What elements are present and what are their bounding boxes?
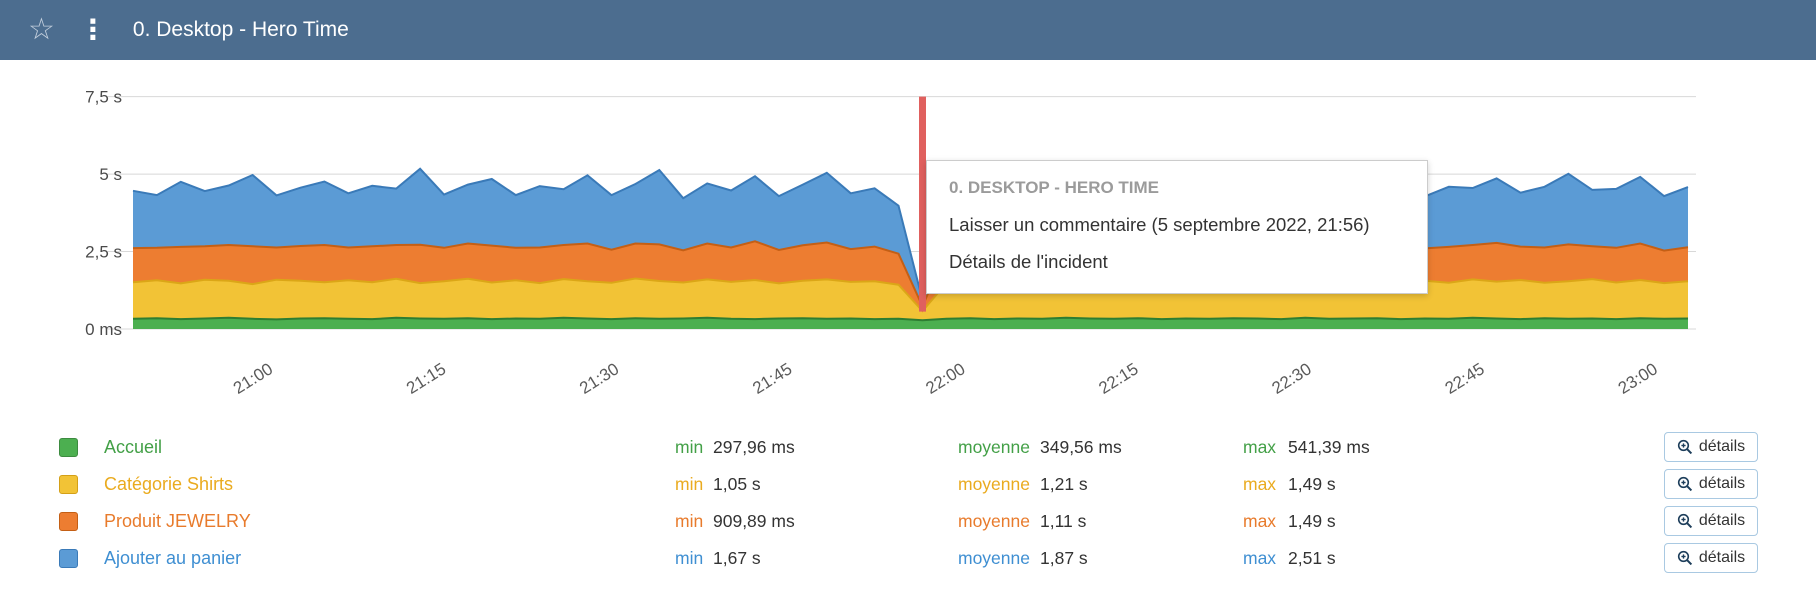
y-axis-label: 2,5 s: [85, 243, 122, 262]
max-value: 1,49 s: [1288, 474, 1336, 494]
max-value: 2,51 s: [1288, 548, 1336, 568]
min-value: 297,96 ms: [713, 437, 795, 457]
avg-label: moyenne: [958, 437, 1030, 457]
series-swatch: [59, 512, 78, 531]
chart-tooltip: 0. DESKTOP - HERO TIME Laisser un commen…: [926, 160, 1428, 294]
widget-title: 0. Desktop - Hero Time: [132, 18, 349, 41]
x-axis-label: 23:00: [1615, 359, 1661, 398]
series-swatch: [59, 549, 78, 568]
incident-marker[interactable]: [919, 96, 926, 312]
min-label: min: [675, 548, 704, 568]
max-label: max: [1243, 474, 1277, 494]
min-value: 1,05 s: [713, 474, 761, 494]
x-axis-label: 21:45: [749, 359, 795, 398]
tooltip-comment-item[interactable]: Laisser un commentaire (5 septembre 2022…: [949, 214, 1370, 235]
details-button[interactable]: détails: [1664, 543, 1758, 573]
zoom-icon: [1677, 439, 1692, 455]
tooltip-title: 0. DESKTOP - HERO TIME: [949, 178, 1160, 197]
series-name: Produit JEWELRY: [104, 511, 251, 531]
chart-canvas[interactable]: 0 ms 2,5 s 5 s 7,5 s 21:00 21:15 21:30 21:45 22:…: [0, 60, 1816, 405]
series-swatch: [59, 438, 78, 457]
max-value: 1,49 s: [1288, 511, 1336, 531]
x-axis-label: 22:30: [1269, 359, 1315, 398]
zoom-icon: [1677, 513, 1692, 529]
details-button-label: détails: [1698, 438, 1746, 455]
series-swatch: [59, 475, 78, 494]
avg-label: moyenne: [958, 548, 1030, 568]
x-axis-label: 21:15: [403, 359, 449, 398]
max-label: max: [1243, 511, 1277, 531]
legend: Accueil min 297,96 ms moyenne 349,56 ms max 54…: [0, 429, 1816, 577]
details-button[interactable]: détails: [1664, 469, 1758, 499]
y-axis-label: 0 ms: [85, 320, 122, 339]
details-button-label: détails: [1698, 475, 1746, 492]
details-button-label: détails: [1698, 512, 1746, 529]
favorite-star-icon[interactable]: ☆: [28, 13, 55, 46]
details-button-label: détails: [1698, 549, 1746, 566]
y-axis-label: 7,5 s: [85, 88, 122, 107]
min-value: 909,89 ms: [713, 511, 795, 531]
legend-row: Catégorie Shirts min 1,05 s moyenne 1,21 s ma…: [0, 466, 1816, 503]
legend-row: Accueil min 297,96 ms moyenne 349,56 ms max 54…: [0, 429, 1816, 466]
series-line: [132, 316, 1689, 322]
avg-value: 1,11 s: [1040, 511, 1087, 531]
avg-label: moyenne: [958, 474, 1030, 494]
header-bar: ☆ ⋮ 0. Desktop - Hero Time: [0, 0, 1816, 60]
x-axis-label: 22:15: [1095, 359, 1141, 398]
avg-label: moyenne: [958, 511, 1030, 531]
avg-value: 1,21 s: [1040, 474, 1088, 494]
details-button[interactable]: détails: [1664, 432, 1758, 462]
x-axis-label: 22:00: [922, 359, 968, 398]
y-axis-label: 5 s: [99, 165, 122, 184]
min-label: min: [675, 437, 704, 457]
zoom-icon: [1677, 550, 1692, 566]
avg-value: 1,87 s: [1040, 548, 1088, 568]
min-label: min: [675, 474, 704, 494]
legend-row: Ajouter au panier min 1,67 s moyenne 1,87 s m…: [0, 540, 1816, 577]
avg-value: 349,56 ms: [1040, 437, 1122, 457]
series-line: [132, 162, 1689, 301]
area-Accueil: [133, 317, 1688, 329]
max-label: max: [1243, 548, 1277, 568]
tooltip-incident-item[interactable]: Détails de l'incident: [949, 251, 1108, 272]
max-label: max: [1243, 437, 1277, 457]
min-label: min: [675, 511, 704, 531]
details-button[interactable]: détails: [1664, 506, 1758, 536]
x-axis-label: 22:45: [1442, 359, 1488, 398]
min-value: 1,67 s: [713, 548, 761, 568]
series-name: Accueil: [104, 437, 163, 457]
x-axis-label: 21:00: [230, 359, 276, 398]
x-axis-label: 21:30: [576, 359, 622, 398]
max-value: 541,39 ms: [1288, 437, 1370, 457]
zoom-icon: [1677, 476, 1692, 492]
series-line: [132, 240, 1689, 309]
kebab-menu-icon[interactable]: ⋮: [78, 14, 109, 45]
chart-area: 0 ms 2,5 s 5 s 7,5 s 21:00 21:15 21:30 21:45 22:…: [0, 60, 1816, 405]
series-line: [132, 277, 1689, 313]
series-name: Catégorie Shirts: [104, 474, 234, 494]
legend-row: Produit JEWELRY min 909,89 ms moyenne 1,11 s…: [0, 503, 1816, 540]
series-name: Ajouter au panier: [104, 548, 242, 568]
